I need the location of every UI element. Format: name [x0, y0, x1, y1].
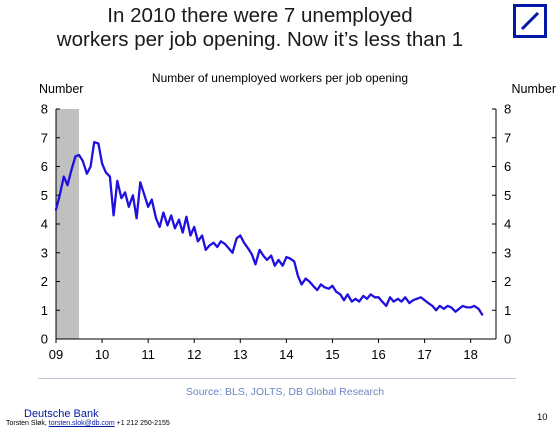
- y-tick-label-right: 3: [504, 245, 511, 260]
- x-tick-label: 14: [279, 347, 293, 362]
- y-tick-label-left: 3: [41, 245, 48, 260]
- y-tick-label-right: 6: [504, 159, 511, 174]
- page-title: In 2010 there were 7 unemployed workers …: [40, 4, 480, 52]
- contact-phone: +1 212 250-2155: [114, 420, 170, 427]
- contact-email-link[interactable]: torsten.slok@db.com: [48, 420, 115, 427]
- y-tick-label-left: 4: [41, 217, 48, 232]
- title-line-1: In 2010 there were 7 unemployed: [107, 4, 413, 27]
- y-tick-label-right: 4: [504, 217, 511, 232]
- chart-title: Number of unemployed workers per job ope…: [152, 71, 408, 85]
- title-line-2: workers per job opening. Now it’s less t…: [56, 28, 464, 51]
- y-tick-label-left: 5: [41, 188, 48, 203]
- x-tick-label: 13: [233, 347, 247, 362]
- y-tick-label-left: 2: [41, 274, 48, 289]
- page-number: 10: [537, 412, 548, 423]
- x-tick-label: 12: [187, 347, 201, 362]
- y-tick-label-left: 0: [41, 332, 48, 347]
- series-line: [54, 140, 484, 316]
- source-divider: [38, 378, 516, 379]
- y-tick-label-right: 5: [504, 188, 511, 203]
- y-tick-label-right: 2: [504, 274, 511, 289]
- x-tick-label: 17: [417, 347, 431, 362]
- x-tick-label: 11: [141, 347, 155, 362]
- deutsche-bank-logo-icon: [513, 4, 547, 38]
- x-tick-label: 10: [95, 347, 109, 362]
- y-axis-label-left: Number: [39, 82, 83, 96]
- source-note: Source: BLS, JOLTS, DB Global Research: [185, 386, 385, 398]
- y-tick-label-right: 1: [504, 303, 511, 318]
- y-tick-label-left: 8: [41, 102, 48, 117]
- y-tick-label-left: 6: [41, 159, 48, 174]
- x-tick-label: 18: [463, 347, 477, 362]
- line-chart: 0 01 12 23 34 45 56 67 78 809 10 11 12 13 14 15 16 17 18Nu…: [39, 71, 556, 362]
- x-tick-label: 09: [49, 347, 63, 362]
- y-tick-label-left: 1: [41, 303, 48, 318]
- y-tick-label-right: 0: [504, 332, 511, 347]
- x-tick-label: 15: [325, 347, 339, 362]
- contact-line: Torsten Sløk, torsten.slok@db.com +1 212…: [6, 420, 170, 427]
- y-tick-label-right: 7: [504, 130, 511, 145]
- y-tick-label-left: 7: [41, 130, 48, 145]
- y-axis-label-right: Number: [512, 82, 556, 96]
- y-tick-label-right: 8: [504, 102, 511, 117]
- brand-name: Deutsche Bank: [24, 408, 99, 420]
- x-tick-label: 16: [371, 347, 385, 362]
- contact-name: Torsten Sløk,: [6, 420, 49, 427]
